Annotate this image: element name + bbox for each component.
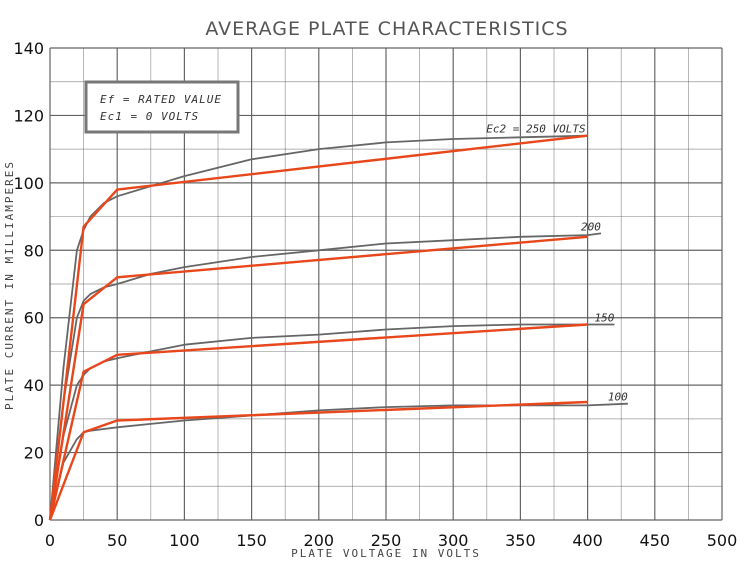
x-tick-label: 150	[236, 531, 267, 550]
y-tick-label: 60	[24, 309, 44, 328]
x-tick-label: 500	[707, 531, 738, 550]
fit-curve	[48, 400, 588, 521]
curve-label: 100	[608, 391, 628, 404]
curve-label: Ec2 = 250 VOLTS	[486, 123, 586, 136]
annotation-frame	[84, 80, 240, 134]
measured-curve	[49, 402, 628, 521]
y-tick-label: 120	[13, 106, 44, 125]
fit-curve	[48, 235, 588, 521]
x-tick-label: 100	[169, 531, 200, 550]
x-tick-label: 350	[505, 531, 536, 550]
x-tick-label: 400	[572, 531, 603, 550]
annotation-grid-voltage: Ec1 = 0 VOLTS	[100, 110, 199, 123]
x-tick-label: 450	[640, 531, 671, 550]
curve-label: 200	[581, 220, 601, 233]
y-tick-label: 40	[24, 376, 44, 395]
fit-curve	[48, 134, 588, 521]
x-tick-label: 50	[107, 531, 127, 550]
measured-curve	[49, 323, 615, 521]
grid	[49, 47, 723, 521]
tick-labels: 0 50 100 150 200 250 300 350 400 450 500 0 20 40 60 80 1…	[13, 39, 737, 550]
x-tick-label: 200	[304, 531, 335, 550]
x-tick-label: 300	[438, 531, 469, 550]
curve-label: 150	[594, 311, 614, 324]
fit-curve	[48, 323, 588, 521]
y-tick-label: 80	[24, 241, 44, 260]
y-tick-label: 20	[24, 444, 44, 463]
fit-curves	[48, 134, 588, 521]
annotation-filament: Ef = RATED VALUE	[100, 93, 222, 106]
chart-title: AVERAGE PLATE CHARACTERISTICS	[205, 18, 569, 40]
y-tick-label: 140	[13, 39, 44, 58]
y-tick-label: 100	[13, 174, 44, 193]
curve-labels: Ec2 = 250 VOLTS 200 150 100	[486, 123, 628, 404]
measured-curve	[49, 232, 602, 521]
annotation-box: Ef = RATED VALUE Ec1 = 0 VOLTS	[84, 80, 240, 134]
y-axis-label: PLATE CURRENT IN MILLIAMPERES	[3, 160, 16, 410]
x-tick-label: 250	[371, 531, 402, 550]
y-tick-label: 0	[34, 511, 44, 530]
x-tick-label: 0	[45, 531, 55, 550]
x-axis-label: PLATE VOLTAGE IN VOLTS	[291, 547, 481, 560]
